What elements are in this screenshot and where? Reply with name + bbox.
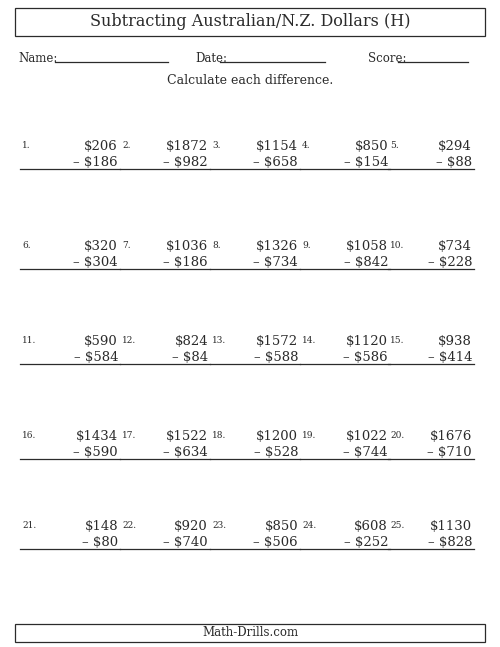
Text: $1120: $1120 <box>346 335 388 348</box>
Text: 19.: 19. <box>302 431 316 440</box>
Text: – $828: – $828 <box>428 536 472 549</box>
Text: – $588: – $588 <box>254 351 298 364</box>
Text: Score:: Score: <box>368 52 406 65</box>
Text: – $584: – $584 <box>74 351 118 364</box>
Text: 24.: 24. <box>302 521 316 530</box>
Text: – $252: – $252 <box>344 536 388 549</box>
Text: – $710: – $710 <box>428 446 472 459</box>
Text: – $740: – $740 <box>164 536 208 549</box>
Text: 13.: 13. <box>212 336 226 345</box>
Text: $206: $206 <box>84 140 118 153</box>
Text: – $84: – $84 <box>172 351 208 364</box>
Text: – $506: – $506 <box>254 536 298 549</box>
Text: Name:: Name: <box>18 52 58 65</box>
Text: 9.: 9. <box>302 241 310 250</box>
Text: – $154: – $154 <box>344 156 388 169</box>
Text: 23.: 23. <box>212 521 226 530</box>
Text: 1.: 1. <box>22 141 30 150</box>
FancyBboxPatch shape <box>15 624 485 642</box>
Text: – $590: – $590 <box>74 446 118 459</box>
Text: – $228: – $228 <box>428 256 472 269</box>
Text: $1058: $1058 <box>346 240 388 253</box>
Text: 12.: 12. <box>122 336 136 345</box>
Text: $1676: $1676 <box>430 430 472 443</box>
Text: $1522: $1522 <box>166 430 208 443</box>
Text: – $304: – $304 <box>74 256 118 269</box>
Text: – $528: – $528 <box>254 446 298 459</box>
Text: $1326: $1326 <box>256 240 298 253</box>
Text: 10.: 10. <box>390 241 404 250</box>
Text: – $88: – $88 <box>436 156 472 169</box>
Text: 14.: 14. <box>302 336 316 345</box>
Text: $320: $320 <box>84 240 118 253</box>
Text: – $80: – $80 <box>82 536 118 549</box>
Text: 17.: 17. <box>122 431 136 440</box>
Text: $938: $938 <box>438 335 472 348</box>
Text: $590: $590 <box>84 335 118 348</box>
Text: – $658: – $658 <box>254 156 298 169</box>
Text: – $842: – $842 <box>344 256 388 269</box>
Text: – $186: – $186 <box>164 256 208 269</box>
Text: 2.: 2. <box>122 141 130 150</box>
Text: Date:: Date: <box>195 52 227 65</box>
Text: – $982: – $982 <box>164 156 208 169</box>
Text: 20.: 20. <box>390 431 404 440</box>
Text: $1200: $1200 <box>256 430 298 443</box>
FancyBboxPatch shape <box>15 8 485 36</box>
Text: 5.: 5. <box>390 141 399 150</box>
Text: $1130: $1130 <box>430 520 472 533</box>
Text: $1036: $1036 <box>166 240 208 253</box>
Text: $148: $148 <box>84 520 118 533</box>
Text: $920: $920 <box>174 520 208 533</box>
Text: – $414: – $414 <box>428 351 472 364</box>
Text: $1022: $1022 <box>346 430 388 443</box>
Text: Calculate each difference.: Calculate each difference. <box>167 74 333 87</box>
Text: 8.: 8. <box>212 241 220 250</box>
Text: $1872: $1872 <box>166 140 208 153</box>
Text: 11.: 11. <box>22 336 36 345</box>
Text: $734: $734 <box>438 240 472 253</box>
Text: 3.: 3. <box>212 141 220 150</box>
Text: Math-Drills.com: Math-Drills.com <box>202 626 298 639</box>
Text: 16.: 16. <box>22 431 36 440</box>
Text: 18.: 18. <box>212 431 226 440</box>
Text: $1154: $1154 <box>256 140 298 153</box>
Text: $850: $850 <box>354 140 388 153</box>
Text: $294: $294 <box>438 140 472 153</box>
Text: 25.: 25. <box>390 521 404 530</box>
Text: 6.: 6. <box>22 241 30 250</box>
Text: 21.: 21. <box>22 521 36 530</box>
Text: 7.: 7. <box>122 241 130 250</box>
Text: $1572: $1572 <box>256 335 298 348</box>
Text: – $586: – $586 <box>344 351 388 364</box>
Text: 22.: 22. <box>122 521 136 530</box>
Text: $1434: $1434 <box>76 430 118 443</box>
Text: – $186: – $186 <box>74 156 118 169</box>
Text: $850: $850 <box>264 520 298 533</box>
Text: $824: $824 <box>174 335 208 348</box>
Text: 15.: 15. <box>390 336 404 345</box>
Text: $608: $608 <box>354 520 388 533</box>
Text: – $744: – $744 <box>344 446 388 459</box>
Text: Subtracting Australian/N.Z. Dollars (H): Subtracting Australian/N.Z. Dollars (H) <box>90 14 410 30</box>
Text: – $734: – $734 <box>254 256 298 269</box>
Text: – $634: – $634 <box>163 446 208 459</box>
Text: 4.: 4. <box>302 141 310 150</box>
